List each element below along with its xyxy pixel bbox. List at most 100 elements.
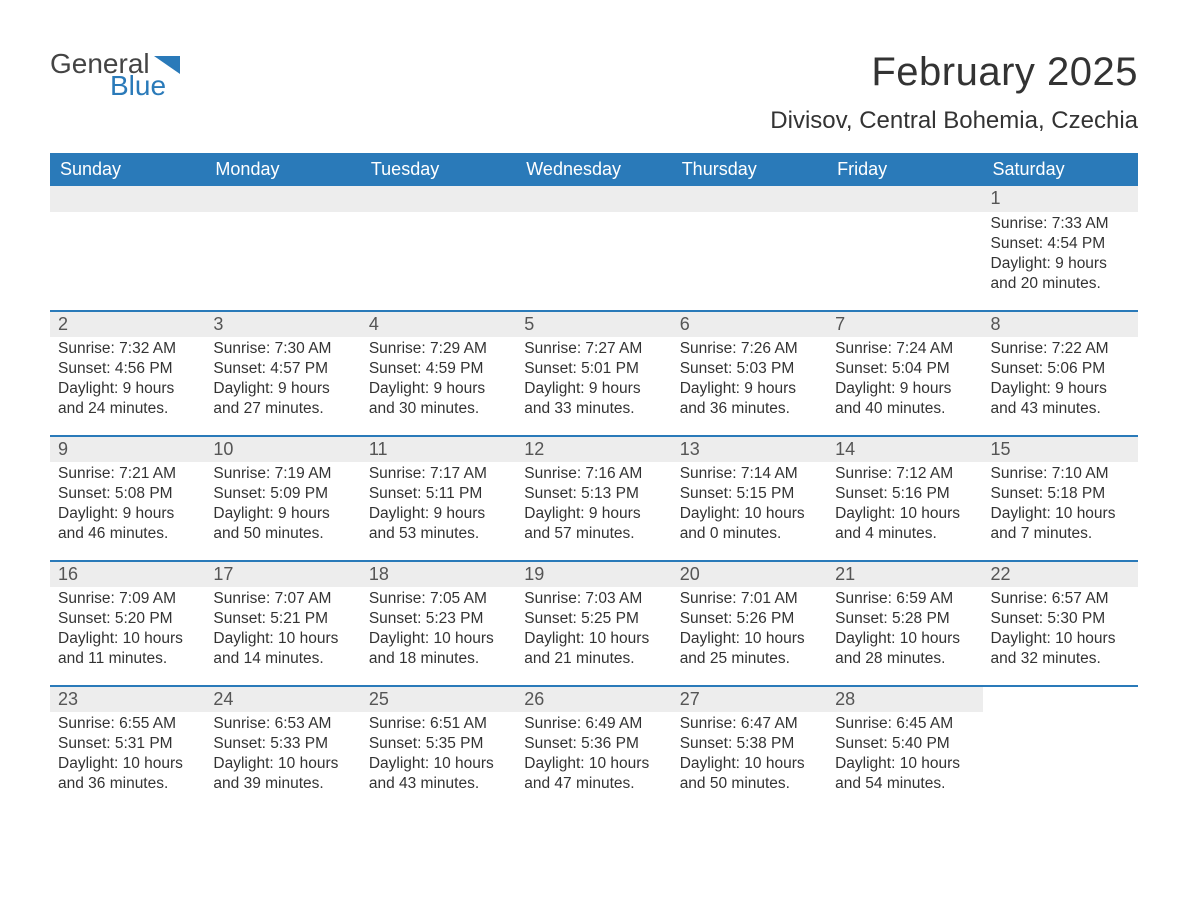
- daylight-text: Daylight: 10 hours and 0 minutes.: [680, 504, 819, 544]
- sunrise-text: Sunrise: 6:51 AM: [369, 714, 508, 734]
- sunrise-text: Sunrise: 7:19 AM: [213, 464, 352, 484]
- calendar-day-cell: 16Sunrise: 7:09 AMSunset: 5:20 PMDayligh…: [50, 560, 205, 685]
- sunset-text: Sunset: 4:54 PM: [991, 234, 1130, 254]
- day-header: Friday: [827, 153, 982, 186]
- day-number: 19: [516, 560, 671, 587]
- day-number: 2: [50, 310, 205, 337]
- daylight-text: Daylight: 10 hours and 28 minutes.: [835, 629, 974, 669]
- day-details: Sunrise: 6:45 AMSunset: 5:40 PMDaylight:…: [827, 712, 982, 810]
- sunset-text: Sunset: 4:57 PM: [213, 359, 352, 379]
- day-number: 16: [50, 560, 205, 587]
- daylight-text: Daylight: 9 hours and 27 minutes.: [213, 379, 352, 419]
- sunset-text: Sunset: 5:09 PM: [213, 484, 352, 504]
- calendar-day-cell: 2Sunrise: 7:32 AMSunset: 4:56 PMDaylight…: [50, 310, 205, 435]
- daylight-text: Daylight: 9 hours and 46 minutes.: [58, 504, 197, 544]
- sunset-text: Sunset: 5:33 PM: [213, 734, 352, 754]
- daylight-text: Daylight: 10 hours and 32 minutes.: [991, 629, 1130, 669]
- calendar-table: SundayMondayTuesdayWednesdayThursdayFrid…: [50, 153, 1138, 810]
- sunrise-text: Sunrise: 7:22 AM: [991, 339, 1130, 359]
- daylight-text: Daylight: 9 hours and 40 minutes.: [835, 379, 974, 419]
- day-details: Sunrise: 7:14 AMSunset: 5:15 PMDaylight:…: [672, 462, 827, 560]
- calendar-day-cell: 5Sunrise: 7:27 AMSunset: 5:01 PMDaylight…: [516, 310, 671, 435]
- sunrise-text: Sunrise: 7:24 AM: [835, 339, 974, 359]
- day-number: 22: [983, 560, 1138, 587]
- sunrise-text: Sunrise: 7:17 AM: [369, 464, 508, 484]
- day-details: Sunrise: 7:33 AMSunset: 4:54 PMDaylight:…: [983, 212, 1138, 310]
- daylight-text: Daylight: 10 hours and 36 minutes.: [58, 754, 197, 794]
- day-details: Sunrise: 7:29 AMSunset: 4:59 PMDaylight:…: [361, 337, 516, 435]
- daylight-text: Daylight: 9 hours and 24 minutes.: [58, 379, 197, 419]
- daylight-text: Daylight: 10 hours and 54 minutes.: [835, 754, 974, 794]
- day-number: 9: [50, 435, 205, 462]
- sunset-text: Sunset: 5:03 PM: [680, 359, 819, 379]
- sunrise-text: Sunrise: 6:59 AM: [835, 589, 974, 609]
- sunset-text: Sunset: 5:26 PM: [680, 609, 819, 629]
- day-number: 11: [361, 435, 516, 462]
- calendar-day-cell: 7Sunrise: 7:24 AMSunset: 5:04 PMDaylight…: [827, 310, 982, 435]
- day-number: [516, 186, 671, 212]
- day-details: [983, 711, 1138, 809]
- day-details: [361, 212, 516, 310]
- calendar-day-cell: 18Sunrise: 7:05 AMSunset: 5:23 PMDayligh…: [361, 560, 516, 685]
- day-details: Sunrise: 7:27 AMSunset: 5:01 PMDaylight:…: [516, 337, 671, 435]
- daylight-text: Daylight: 9 hours and 30 minutes.: [369, 379, 508, 419]
- daylight-text: Daylight: 10 hours and 4 minutes.: [835, 504, 974, 544]
- calendar-day-cell: 6Sunrise: 7:26 AMSunset: 5:03 PMDaylight…: [672, 310, 827, 435]
- calendar-day-cell: 23Sunrise: 6:55 AMSunset: 5:31 PMDayligh…: [50, 685, 205, 810]
- calendar-day-cell: 19Sunrise: 7:03 AMSunset: 5:25 PMDayligh…: [516, 560, 671, 685]
- sunrise-text: Sunrise: 7:07 AM: [213, 589, 352, 609]
- sunset-text: Sunset: 4:59 PM: [369, 359, 508, 379]
- day-header: Sunday: [50, 153, 205, 186]
- day-header: Saturday: [983, 153, 1138, 186]
- day-number: 6: [672, 310, 827, 337]
- daylight-text: Daylight: 10 hours and 39 minutes.: [213, 754, 352, 794]
- daylight-text: Daylight: 10 hours and 11 minutes.: [58, 629, 197, 669]
- calendar-week-row: 2Sunrise: 7:32 AMSunset: 4:56 PMDaylight…: [50, 310, 1138, 435]
- calendar-day-cell: 17Sunrise: 7:07 AMSunset: 5:21 PMDayligh…: [205, 560, 360, 685]
- day-details: [50, 212, 205, 310]
- calendar-day-cell: 15Sunrise: 7:10 AMSunset: 5:18 PMDayligh…: [983, 435, 1138, 560]
- day-number: 24: [205, 685, 360, 712]
- sunrise-text: Sunrise: 7:29 AM: [369, 339, 508, 359]
- sunset-text: Sunset: 4:56 PM: [58, 359, 197, 379]
- day-details: [516, 212, 671, 310]
- day-number: [50, 186, 205, 212]
- sunrise-text: Sunrise: 7:01 AM: [680, 589, 819, 609]
- sunset-text: Sunset: 5:04 PM: [835, 359, 974, 379]
- day-header: Tuesday: [361, 153, 516, 186]
- sunrise-text: Sunrise: 7:09 AM: [58, 589, 197, 609]
- sunrise-text: Sunrise: 6:47 AM: [680, 714, 819, 734]
- calendar-day-cell: 9Sunrise: 7:21 AMSunset: 5:08 PMDaylight…: [50, 435, 205, 560]
- day-number: 15: [983, 435, 1138, 462]
- calendar-day-cell: 13Sunrise: 7:14 AMSunset: 5:15 PMDayligh…: [672, 435, 827, 560]
- daylight-text: Daylight: 9 hours and 36 minutes.: [680, 379, 819, 419]
- calendar-header-row: SundayMondayTuesdayWednesdayThursdayFrid…: [50, 153, 1138, 186]
- day-details: Sunrise: 7:12 AMSunset: 5:16 PMDaylight:…: [827, 462, 982, 560]
- calendar-empty-cell: [827, 186, 982, 310]
- sunrise-text: Sunrise: 7:03 AM: [524, 589, 663, 609]
- sunset-text: Sunset: 5:23 PM: [369, 609, 508, 629]
- daylight-text: Daylight: 9 hours and 43 minutes.: [991, 379, 1130, 419]
- day-number: 26: [516, 685, 671, 712]
- daylight-text: Daylight: 10 hours and 43 minutes.: [369, 754, 508, 794]
- sunset-text: Sunset: 5:06 PM: [991, 359, 1130, 379]
- calendar-empty-cell: [672, 186, 827, 310]
- day-number: 8: [983, 310, 1138, 337]
- day-number: 14: [827, 435, 982, 462]
- day-details: Sunrise: 7:09 AMSunset: 5:20 PMDaylight:…: [50, 587, 205, 685]
- day-details: Sunrise: 6:53 AMSunset: 5:33 PMDaylight:…: [205, 712, 360, 810]
- calendar-day-cell: 1Sunrise: 7:33 AMSunset: 4:54 PMDaylight…: [983, 186, 1138, 310]
- day-number: [672, 186, 827, 212]
- day-details: Sunrise: 7:07 AMSunset: 5:21 PMDaylight:…: [205, 587, 360, 685]
- day-number: [983, 685, 1138, 711]
- month-title: February 2025: [770, 50, 1138, 95]
- calendar-day-cell: 4Sunrise: 7:29 AMSunset: 4:59 PMDaylight…: [361, 310, 516, 435]
- sunset-text: Sunset: 5:11 PM: [369, 484, 508, 504]
- page-header: General Blue February 2025 Divisov, Cent…: [50, 50, 1138, 145]
- sunset-text: Sunset: 5:38 PM: [680, 734, 819, 754]
- day-number: 3: [205, 310, 360, 337]
- day-number: 7: [827, 310, 982, 337]
- day-number: 1: [983, 186, 1138, 212]
- calendar-day-cell: 3Sunrise: 7:30 AMSunset: 4:57 PMDaylight…: [205, 310, 360, 435]
- day-details: Sunrise: 7:01 AMSunset: 5:26 PMDaylight:…: [672, 587, 827, 685]
